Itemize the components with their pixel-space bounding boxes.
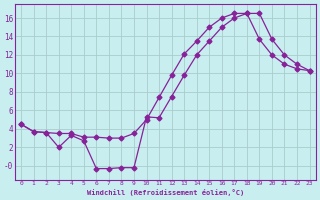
X-axis label: Windchill (Refroidissement éolien,°C): Windchill (Refroidissement éolien,°C) [87, 189, 244, 196]
